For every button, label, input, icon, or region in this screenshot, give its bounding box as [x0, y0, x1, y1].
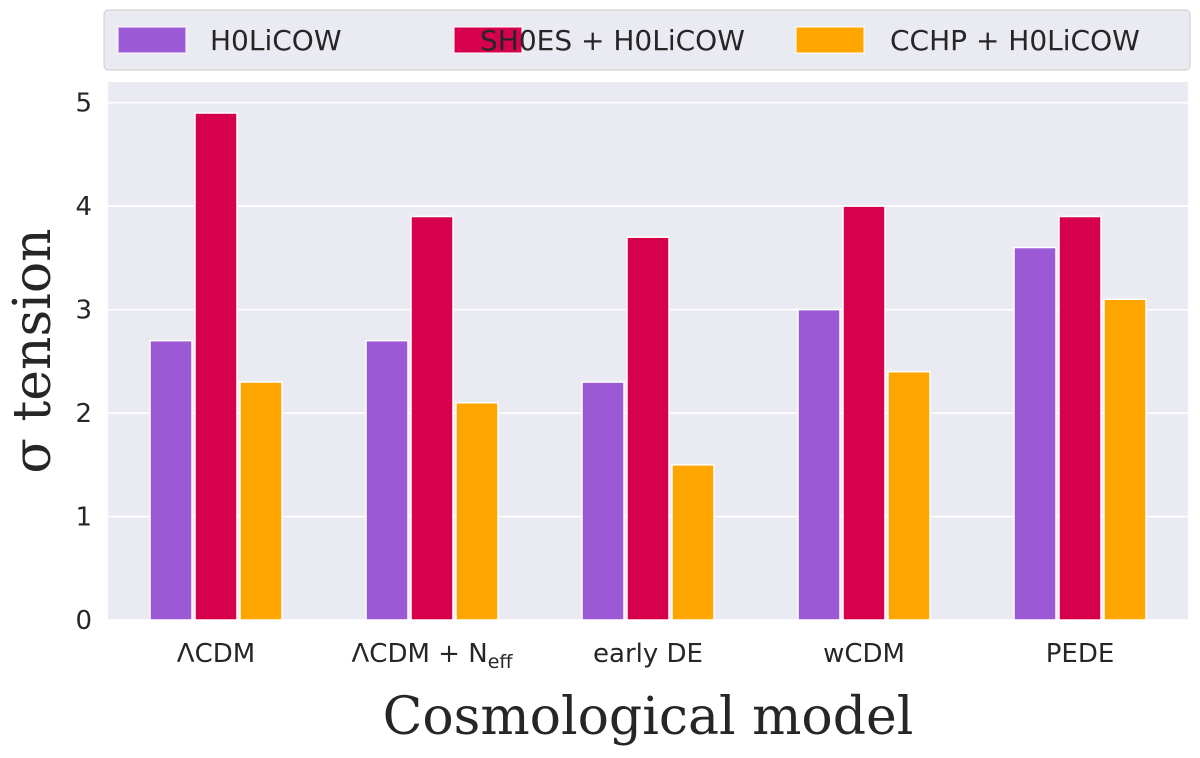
x-tick-label-main: ΛCDM: [177, 639, 255, 669]
legend-frame: [103, 9, 1191, 71]
bar: [671, 464, 715, 621]
legend-label: SH0ES + H0LiCOW: [480, 24, 745, 57]
bars: [149, 112, 1147, 621]
x-tick-label: wCDM: [823, 639, 905, 669]
x-tick-label: ΛCDM + Neff: [352, 639, 514, 673]
y-tick-label: 2: [75, 399, 92, 429]
x-tick-label: early DE: [593, 639, 703, 669]
legend-swatch: [117, 26, 187, 54]
x-tick-label: PEDE: [1046, 639, 1115, 669]
x-tick-label-main: early DE: [593, 639, 703, 669]
bar: [797, 308, 841, 621]
y-tick-label: 0: [75, 606, 92, 636]
x-tick-label-main: ΛCDM + N: [352, 639, 488, 669]
y-tick-label: 3: [75, 296, 92, 326]
y-tick-labels: 0 1 2 3 4 5: [75, 89, 92, 636]
x-tick-label-main: PEDE: [1046, 639, 1115, 669]
y-tick-label: 1: [75, 503, 92, 533]
x-axis-title: Cosmological model: [383, 687, 914, 747]
y-tick-label: 4: [75, 192, 92, 222]
bar: [194, 112, 238, 621]
legend-label: CCHP + H0LiCOW: [890, 24, 1140, 57]
bar: [887, 370, 931, 621]
legend-swatch: [795, 26, 865, 54]
x-tick-labels: ΛCDM ΛCDM + Neff early DE wCDM PEDE: [177, 639, 1114, 673]
bar: [455, 401, 499, 621]
bar: [1058, 215, 1102, 621]
bar: [842, 205, 886, 621]
bar: [410, 215, 454, 621]
bar: [626, 236, 670, 621]
legend-swatch: [453, 26, 523, 54]
x-tick-label: ΛCDM: [177, 639, 255, 669]
x-tick-label-subscript: eff: [488, 651, 514, 673]
y-axis-title: σ tension: [3, 228, 63, 473]
legend: H0LiCOW SH0ES + H0LiCOW CCHP + H0LiCOW: [103, 9, 1191, 71]
y-tick-label: 5: [75, 89, 92, 119]
bar: [365, 339, 409, 621]
bar: [581, 381, 625, 621]
bar: [149, 339, 193, 621]
bar: [1103, 298, 1147, 621]
bar: [1013, 246, 1057, 621]
x-tick-label-main: wCDM: [823, 639, 905, 669]
legend-label: H0LiCOW: [210, 24, 342, 57]
bar: [239, 381, 283, 621]
